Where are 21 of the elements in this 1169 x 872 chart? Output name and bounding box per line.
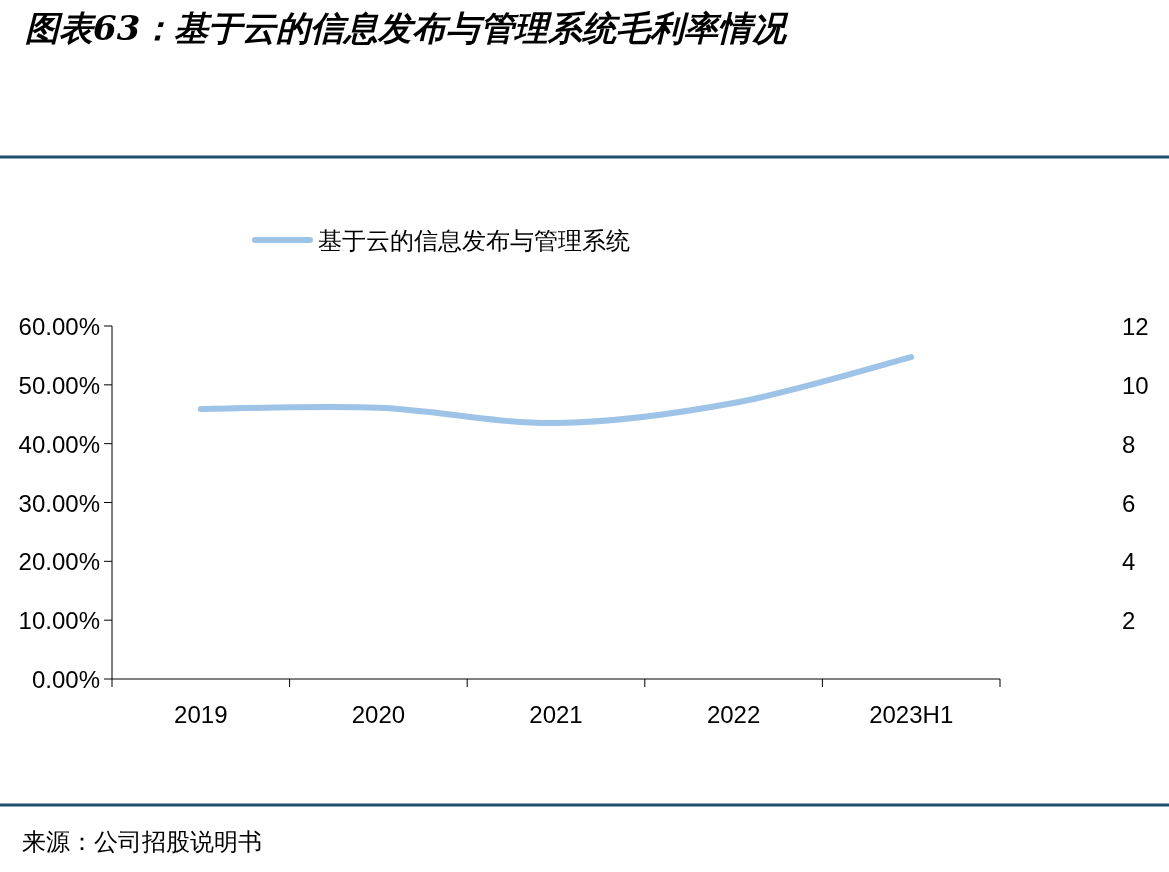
chart-title: 图表63：基于云的信息发布与管理系统毛利率情况 — [25, 8, 790, 48]
y2-tick-label: 8 — [1122, 430, 1136, 458]
y2-tick-label: 4 — [1122, 548, 1136, 576]
y-tick-label: 30.00% — [18, 489, 100, 517]
x-tick-label: 2022 — [706, 701, 761, 728]
legend-label: 基于云的信息发布与管理系统 — [318, 227, 630, 255]
x-tick-label: 2019 — [174, 701, 228, 728]
source-note: 来源：公司招股说明书 — [22, 828, 262, 856]
y2-tick-label: 6 — [1122, 489, 1136, 517]
y-tick-label: 0.00% — [31, 666, 100, 693]
y2-tick-label: 12 — [1122, 313, 1149, 340]
y-tick-label: 60.00% — [18, 313, 100, 340]
y-tick-label: 10.00% — [18, 607, 100, 635]
x-tick-label: 2020 — [351, 701, 406, 728]
x-tick-label: 2021 — [529, 701, 583, 728]
y-tick-label: 40.00% — [18, 430, 100, 458]
y2-tick-label: 10 — [1122, 371, 1149, 399]
y2-tick-label: 2 — [1122, 607, 1136, 635]
y-tick-label: 50.00% — [18, 371, 100, 399]
y-tick-label: 20.00% — [18, 548, 100, 576]
x-tick-label: 2023H1 — [869, 701, 954, 728]
